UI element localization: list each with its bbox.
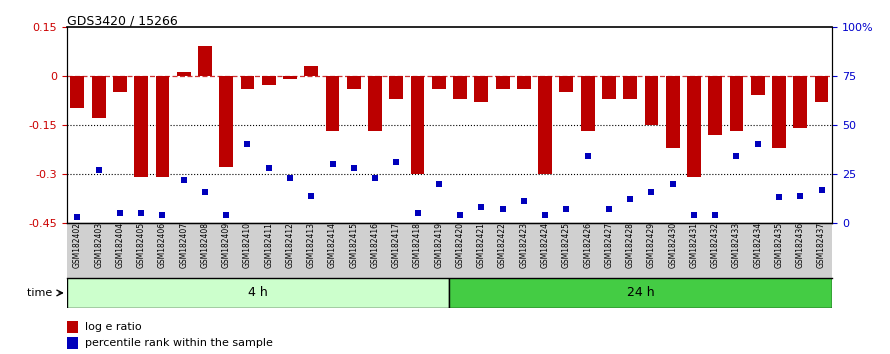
Point <box>538 212 553 218</box>
Bar <box>156 76 169 177</box>
Point <box>198 189 212 194</box>
Bar <box>67 337 78 349</box>
Bar <box>304 66 318 76</box>
Text: 24 h: 24 h <box>627 286 655 299</box>
Point <box>326 161 340 167</box>
Bar <box>326 76 339 131</box>
Point <box>772 195 786 200</box>
Point <box>432 181 446 187</box>
Bar <box>751 76 765 95</box>
Bar <box>602 76 616 99</box>
Bar <box>347 76 360 89</box>
Point <box>517 199 531 204</box>
Bar <box>581 76 595 131</box>
Bar <box>67 278 449 308</box>
Bar <box>449 278 832 308</box>
Point <box>262 165 276 171</box>
Text: GDS3420 / 15266: GDS3420 / 15266 <box>67 14 177 27</box>
Bar <box>623 76 637 99</box>
Point <box>793 193 807 198</box>
Bar <box>730 76 743 131</box>
Point <box>134 210 149 216</box>
Bar <box>410 76 425 174</box>
Text: time: time <box>28 288 56 298</box>
Point <box>283 175 297 181</box>
Point <box>368 175 382 181</box>
Bar <box>283 76 297 79</box>
Bar <box>773 76 786 148</box>
Point <box>219 212 233 218</box>
Point <box>730 153 744 159</box>
Point <box>453 212 467 218</box>
Point <box>708 212 723 218</box>
Point <box>240 142 255 147</box>
Point <box>156 212 170 218</box>
Bar <box>113 76 126 92</box>
Bar <box>666 76 680 148</box>
Bar <box>814 76 829 102</box>
Point <box>750 142 765 147</box>
Bar <box>708 76 722 135</box>
Bar <box>474 76 489 102</box>
Bar <box>496 76 509 89</box>
Point <box>623 196 637 202</box>
Bar <box>67 321 78 333</box>
Point <box>389 159 403 165</box>
Point <box>304 193 319 198</box>
Bar <box>262 76 276 86</box>
Point <box>687 212 701 218</box>
Point <box>70 214 85 220</box>
Text: log e ratio: log e ratio <box>85 322 142 332</box>
Point <box>176 177 190 183</box>
Point <box>113 210 127 216</box>
Point <box>92 167 106 173</box>
Bar <box>177 73 190 76</box>
Bar <box>70 76 85 108</box>
Bar <box>538 76 552 174</box>
Point <box>580 153 595 159</box>
Point <box>347 165 361 171</box>
Bar <box>687 76 700 177</box>
Bar <box>517 76 530 89</box>
Bar <box>793 76 807 128</box>
Text: percentile rank within the sample: percentile rank within the sample <box>85 338 272 348</box>
Bar <box>368 76 382 131</box>
Bar <box>432 76 446 89</box>
Point <box>559 206 573 212</box>
Bar <box>560 76 573 92</box>
Bar <box>134 76 148 177</box>
Point <box>602 206 616 212</box>
Point <box>644 189 659 194</box>
Point <box>496 206 510 212</box>
Bar <box>219 76 233 167</box>
Point <box>814 187 829 193</box>
Bar <box>390 76 403 99</box>
Point <box>474 205 489 210</box>
Bar <box>240 76 255 89</box>
Bar <box>198 46 212 76</box>
Bar <box>644 76 659 125</box>
Point <box>410 210 425 216</box>
Point <box>666 181 680 187</box>
Bar <box>453 76 467 99</box>
Bar <box>92 76 106 118</box>
Text: 4 h: 4 h <box>248 286 268 299</box>
